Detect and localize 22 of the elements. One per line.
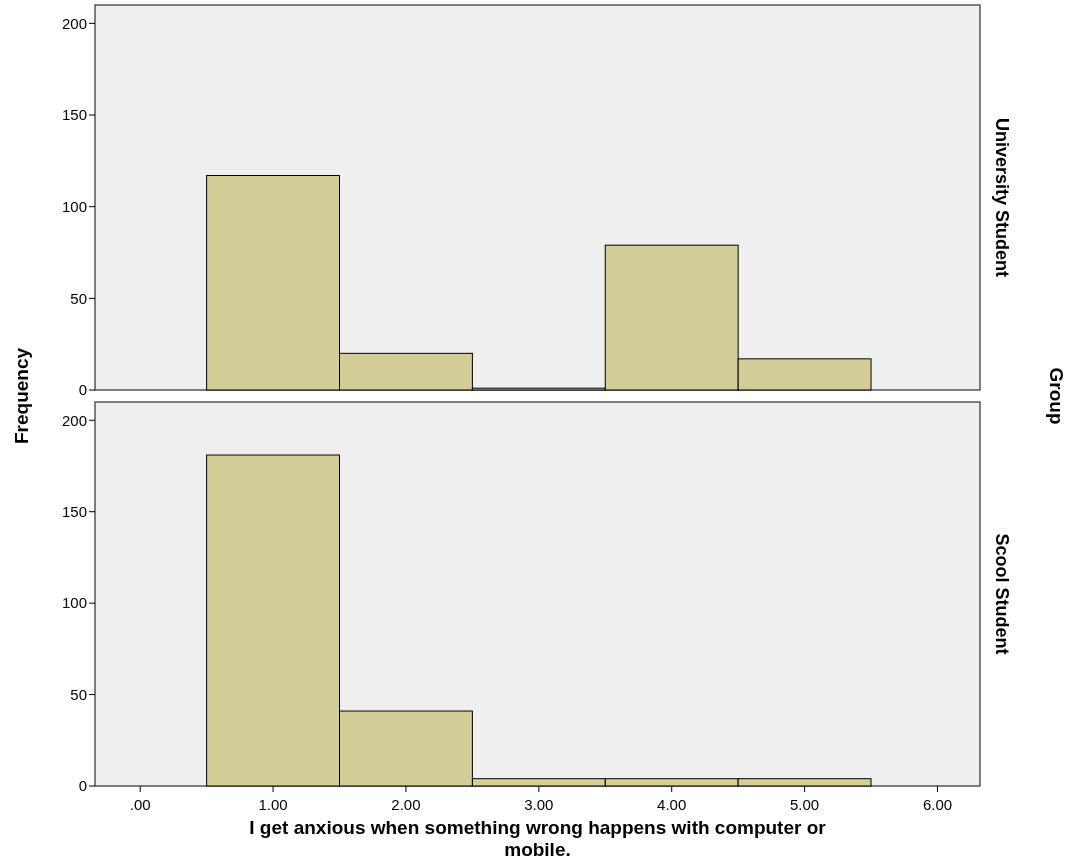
y-tick-label: 100 — [61, 197, 87, 215]
y-tick-label: 150 — [61, 106, 87, 124]
y-tick-label: 200 — [61, 411, 87, 429]
x-tick-label: 2.00 — [391, 796, 421, 813]
y-tick-label: 150 — [61, 502, 87, 520]
x-tick-label: 6.00 — [922, 796, 953, 813]
text: Group — [1046, 367, 1067, 425]
text: University Student — [992, 117, 1012, 278]
y-axis-title: Frequency — [11, 347, 32, 445]
y-tick-label: 0 — [78, 777, 87, 795]
x-tick-label: 5.00 — [789, 796, 820, 813]
y-tick-label: 100 — [61, 594, 87, 612]
x-tick-label: 1.00 — [258, 796, 288, 813]
text: Scool Student — [992, 533, 1012, 655]
x-axis-title: I get anxious when something wrong happens with computer or mobile. — [249, 817, 827, 860]
x-tick-label: .00 — [129, 796, 151, 813]
y-tick-label: 50 — [70, 685, 87, 703]
y-tick-label: 0 — [78, 381, 87, 399]
x-tick-label: 3.00 — [524, 796, 554, 813]
y-tick-label: 50 — [70, 289, 87, 307]
x-tick-label: 4.00 — [657, 796, 687, 813]
y-tick-label: 200 — [61, 14, 87, 32]
